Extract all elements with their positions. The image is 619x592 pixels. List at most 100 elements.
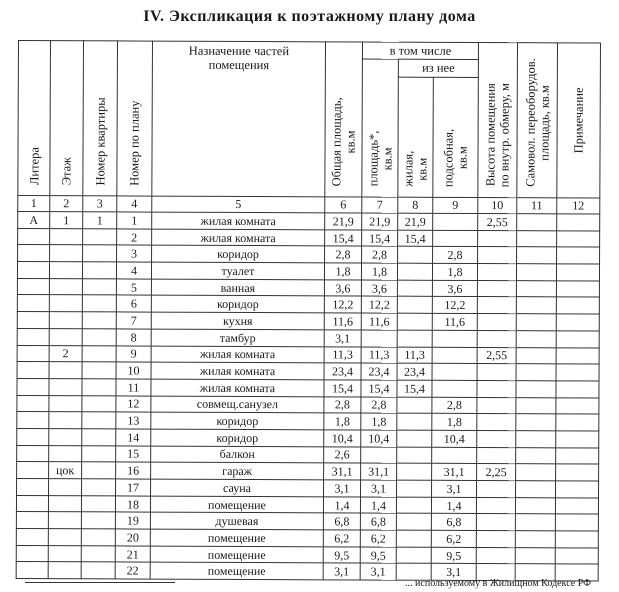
table-cell: 9,5 xyxy=(431,547,477,564)
table-cell xyxy=(81,528,116,546)
table-cell xyxy=(477,263,517,281)
table-cell: помещение xyxy=(150,562,324,580)
table-cell xyxy=(48,378,83,396)
column-number: 1 xyxy=(17,195,50,212)
table-cell: 14 xyxy=(115,428,151,446)
table-cell xyxy=(396,546,432,564)
table-cell: 6,8 xyxy=(323,513,361,531)
table-cell: 4 xyxy=(116,261,152,279)
table-cell xyxy=(81,445,116,463)
column-number: 7 xyxy=(361,197,398,214)
table-cell: 1,4 xyxy=(360,496,397,514)
table-cell: 3,6 xyxy=(432,280,478,297)
header-plan-number: Номер по плану xyxy=(116,40,153,197)
table-cell: 1,8 xyxy=(360,413,397,431)
header-area: площадь*, кв.м xyxy=(361,59,399,198)
table-cell xyxy=(396,446,432,464)
table-cell xyxy=(515,480,556,498)
table-cell: коридор xyxy=(150,412,324,430)
table-cell xyxy=(396,513,432,531)
table-cell xyxy=(555,447,599,465)
table-cell: 2,55 xyxy=(477,347,517,364)
table-cell xyxy=(476,530,516,548)
table-cell: 19 xyxy=(115,512,151,530)
table-cell: 10,4 xyxy=(323,429,361,447)
table-cell xyxy=(477,230,517,248)
table-cell: 1,8 xyxy=(432,263,478,281)
table-cell: 2,8 xyxy=(432,246,478,264)
table-cell xyxy=(432,363,478,381)
table-cell: 3,1 xyxy=(324,329,362,347)
table-cell: жилая комната xyxy=(151,362,325,380)
table-cell: 9 xyxy=(116,345,152,363)
table-cell xyxy=(556,230,600,248)
table-cell xyxy=(48,395,82,413)
table-cell xyxy=(49,361,83,379)
table-cell xyxy=(16,561,49,579)
table-cell xyxy=(81,395,116,413)
table-cell xyxy=(17,228,50,246)
table-cell: 23,4 xyxy=(397,363,433,381)
page-title: IV. Экспликация к поэтажному плану дома xyxy=(143,8,476,25)
header-apartment: Номер квартиры xyxy=(82,40,118,196)
table-cell: балкон xyxy=(150,445,324,464)
table-cell xyxy=(431,446,477,464)
table-cell: 15,4 xyxy=(323,379,362,397)
table-cell: 13 xyxy=(115,412,151,430)
table-cell: помещение xyxy=(150,529,324,547)
table-cell xyxy=(48,428,82,446)
table-cell xyxy=(555,480,599,498)
table-cell xyxy=(515,463,556,481)
table-cell: помещение xyxy=(150,545,324,564)
table-cell: 5 xyxy=(116,278,152,296)
footnote-divider xyxy=(25,582,175,583)
table-cell: 15,4 xyxy=(360,379,398,397)
table-cell xyxy=(555,414,599,431)
table-cell xyxy=(556,364,600,381)
table-cell xyxy=(81,512,116,529)
table-cell xyxy=(81,478,116,496)
table-cell xyxy=(82,261,117,279)
table-cell xyxy=(17,344,50,362)
table-cell: 6,8 xyxy=(431,513,477,531)
table-cell xyxy=(16,545,49,563)
table-cell xyxy=(396,530,432,548)
table-cell xyxy=(516,230,557,248)
header-floor: Этаж xyxy=(49,40,84,196)
table-cell xyxy=(396,413,432,431)
table-cell: 20 xyxy=(115,528,151,546)
table-cell xyxy=(476,447,516,464)
table-cell xyxy=(81,412,116,429)
table-cell: 12 xyxy=(115,395,151,413)
table-cell xyxy=(516,297,557,314)
table-cell xyxy=(48,411,82,429)
table-cell xyxy=(48,545,82,563)
header-total-area: Общая площадь, кв.м xyxy=(324,41,363,198)
table-cell xyxy=(397,313,433,331)
table-cell: 15,4 xyxy=(396,380,433,397)
table-cell xyxy=(397,329,433,347)
table-cell: 10 xyxy=(116,362,152,379)
table-cell xyxy=(82,278,117,296)
column-number: 11 xyxy=(516,197,557,214)
table-cell: 1 xyxy=(49,211,83,229)
column-number: 4 xyxy=(116,195,152,213)
table-cell: 3,1 xyxy=(431,480,477,498)
table-cell xyxy=(82,345,117,363)
table-cell xyxy=(16,378,50,396)
table-cell: ванная xyxy=(151,278,325,297)
table-cell xyxy=(515,547,556,565)
header-auxiliary: подсобная, кв.м xyxy=(432,77,479,198)
table-cell xyxy=(17,278,50,296)
table-cell: тамбур xyxy=(151,328,325,347)
table-cell: 1,8 xyxy=(361,263,398,280)
table-cell xyxy=(556,313,600,331)
header-height: Высота помещения по внутр. обмеру, м xyxy=(477,42,518,198)
table-cell: 11,6 xyxy=(361,313,398,330)
table-cell: 1,8 xyxy=(324,262,362,280)
table-cell: жилая комната xyxy=(151,345,325,364)
table-cell: 2,25 xyxy=(476,463,516,481)
table-cell: 15 xyxy=(115,445,151,463)
table-cell xyxy=(516,313,557,331)
table-cell xyxy=(397,246,433,264)
